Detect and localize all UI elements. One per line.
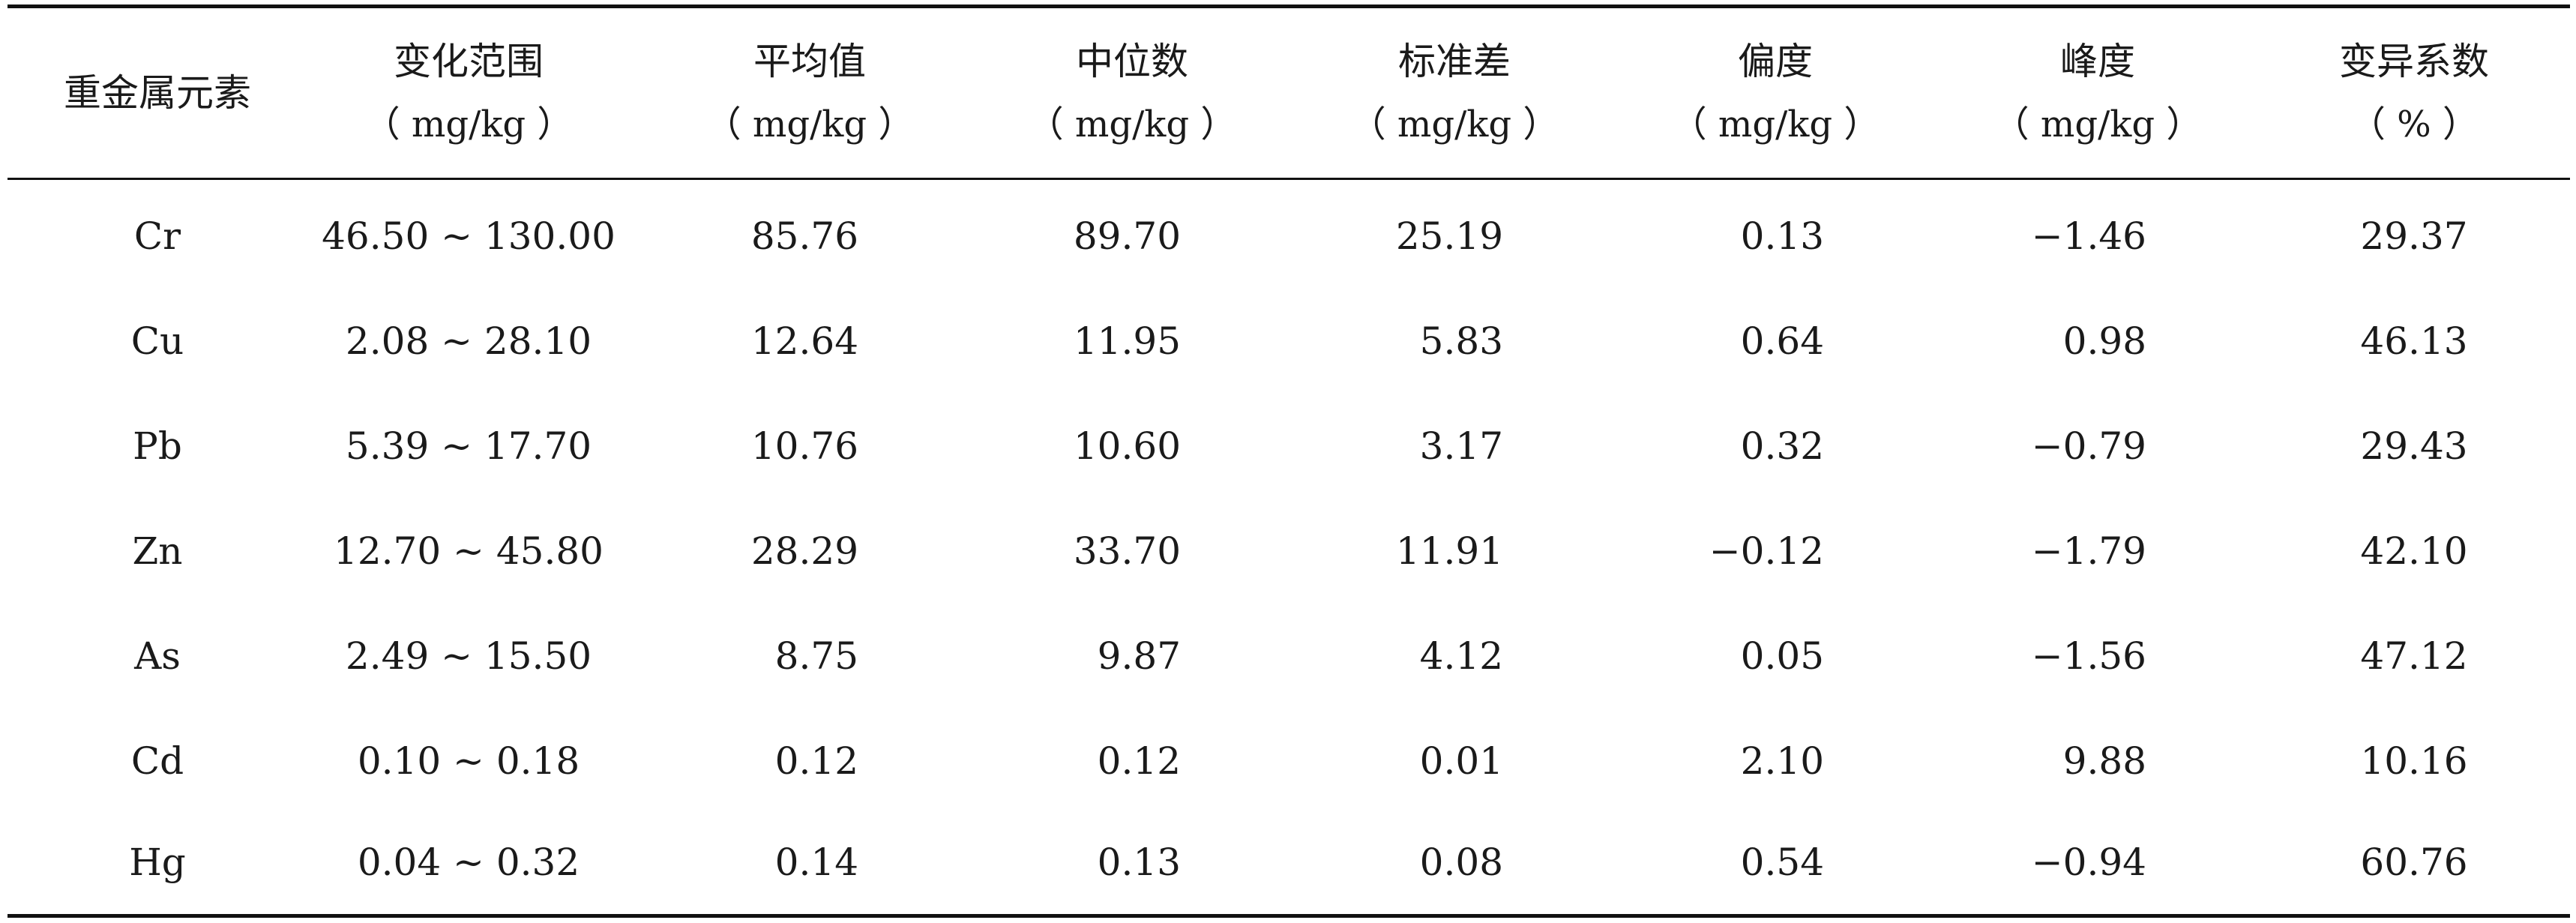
cell-cv: 29.37 <box>2360 214 2468 258</box>
cell-cv: 10.16 <box>2360 739 2468 783</box>
table-header-row: 重金属元素 变化范围 （ mg/kg ） 平均值 （ mg/kg ） 中位数 （… <box>7 8 2570 178</box>
cell-mean: 0.14 <box>774 841 858 884</box>
header-unit: （ mg/kg ） <box>1349 103 1559 145</box>
cell-cv: 47.12 <box>2360 634 2468 678</box>
header-label: 变化范围 <box>394 40 544 83</box>
cell-element: Zn <box>132 529 183 573</box>
cell-median: 10.60 <box>1073 424 1181 468</box>
cell-skewness: 2.10 <box>1740 739 1824 783</box>
cell-skewness: 0.32 <box>1740 424 1824 468</box>
header-sd: 标准差 （ mg/kg ） <box>1304 8 1604 178</box>
header-label: 峰度 <box>2060 40 2135 83</box>
cell-range: 12.70 ~ 45.80 <box>334 529 604 573</box>
table-row: Hg 0.04 ~ 0.32 0.14 0.13 0.08 0.54 −0.94… <box>7 810 2570 915</box>
table-bottom-rule <box>7 914 2570 918</box>
cell-element: Hg <box>129 841 186 884</box>
cell-mean: 12.64 <box>750 319 858 363</box>
table-header-rule <box>7 178 2570 180</box>
cell-element: Pb <box>133 424 182 468</box>
header-unit: （ mg/kg ） <box>364 103 574 145</box>
header-unit: （ mg/kg ） <box>705 103 915 145</box>
cell-skewness: 0.13 <box>1740 214 1824 258</box>
cell-sd: 11.91 <box>1395 529 1503 573</box>
cell-mean: 28.29 <box>750 529 858 573</box>
cell-mean: 85.76 <box>750 214 858 258</box>
table-row: Cr 46.50 ~ 130.00 85.76 89.70 25.19 0.13… <box>7 184 2570 289</box>
header-label: 变异系数 <box>2339 40 2489 83</box>
cell-sd: 25.19 <box>1395 214 1503 258</box>
cell-mean: 0.12 <box>774 739 858 783</box>
cell-skewness: 0.05 <box>1740 634 1824 678</box>
cell-cv: 46.13 <box>2360 319 2468 363</box>
cell-skewness: 0.64 <box>1740 319 1824 363</box>
table-row: Zn 12.70 ~ 45.80 28.29 33.70 11.91 −0.12… <box>7 499 2570 604</box>
cell-kurtosis: −1.46 <box>2031 214 2146 258</box>
header-range: 变化范围 （ mg/kg ） <box>322 8 615 178</box>
header-label: 平均值 <box>753 40 866 83</box>
header-kurtosis: 峰度 （ mg/kg ） <box>1948 8 2248 178</box>
cell-sd: 0.08 <box>1419 841 1503 884</box>
cell-cv: 42.10 <box>2360 529 2468 573</box>
cell-element: Cu <box>130 319 184 363</box>
cell-sd: 3.17 <box>1419 424 1503 468</box>
cell-median: 0.13 <box>1097 841 1181 884</box>
cell-median: 89.70 <box>1073 214 1181 258</box>
table-row: As 2.49 ~ 15.50 8.75 9.87 4.12 0.05 −1.5… <box>7 604 2570 709</box>
cell-range: 0.04 ~ 0.32 <box>357 841 580 884</box>
header-element: 重金属元素 <box>7 8 307 178</box>
cell-range: 2.49 ~ 15.50 <box>345 634 592 678</box>
cell-sd: 4.12 <box>1419 634 1503 678</box>
cell-kurtosis: −0.94 <box>2031 841 2146 884</box>
cell-range: 0.10 ~ 0.18 <box>357 739 580 783</box>
header-cv: 变异系数 （ % ） <box>2264 8 2564 178</box>
cell-element: Cr <box>133 214 181 258</box>
cell-median: 9.87 <box>1097 634 1181 678</box>
cell-mean: 8.75 <box>774 634 858 678</box>
cell-element: Cd <box>130 739 184 783</box>
cell-range: 5.39 ~ 17.70 <box>345 424 592 468</box>
header-label: 中位数 <box>1076 40 1188 83</box>
header-unit: （ mg/kg ） <box>1027 103 1237 145</box>
cell-kurtosis: 9.88 <box>2062 739 2146 783</box>
header-unit: （ mg/kg ） <box>1670 103 1880 145</box>
cell-kurtosis: −1.56 <box>2031 634 2146 678</box>
cell-kurtosis: −0.79 <box>2031 424 2146 468</box>
cell-kurtosis: −1.79 <box>2031 529 2146 573</box>
header-mean: 平均值 （ mg/kg ） <box>660 8 960 178</box>
cell-range: 46.50 ~ 130.00 <box>322 214 616 258</box>
header-skewness: 偏度 （ mg/kg ） <box>1625 8 1925 178</box>
cell-sd: 5.83 <box>1419 319 1503 363</box>
cell-element: As <box>134 634 181 678</box>
header-unit: （ mg/kg ） <box>1993 103 2203 145</box>
header-unit: （ % ） <box>2349 103 2479 145</box>
cell-cv: 60.76 <box>2360 841 2468 884</box>
cell-skewness: 0.54 <box>1740 841 1824 884</box>
table-row: Pb 5.39 ~ 17.70 10.76 10.60 3.17 0.32 −0… <box>7 394 2570 499</box>
cell-median: 0.12 <box>1097 739 1181 783</box>
table-row: Cd 0.10 ~ 0.18 0.12 0.12 0.01 2.10 9.88 … <box>7 709 2570 814</box>
cell-kurtosis: 0.98 <box>2062 319 2146 363</box>
cell-range: 2.08 ~ 28.10 <box>345 319 592 363</box>
table-top-rule <box>7 4 2570 8</box>
header-label: 标准差 <box>1398 40 1511 83</box>
cell-median: 33.70 <box>1073 529 1181 573</box>
header-label: 偏度 <box>1738 40 1813 83</box>
cell-skewness: −0.12 <box>1709 529 1824 573</box>
header-median: 中位数 （ mg/kg ） <box>982 8 1282 178</box>
cell-cv: 29.43 <box>2360 424 2468 468</box>
table-row: Cu 2.08 ~ 28.10 12.64 11.95 5.83 0.64 0.… <box>7 289 2570 394</box>
cell-median: 11.95 <box>1073 319 1181 363</box>
cell-mean: 10.76 <box>750 424 858 468</box>
header-label: 重金属元素 <box>64 71 251 115</box>
cell-sd: 0.01 <box>1419 739 1503 783</box>
